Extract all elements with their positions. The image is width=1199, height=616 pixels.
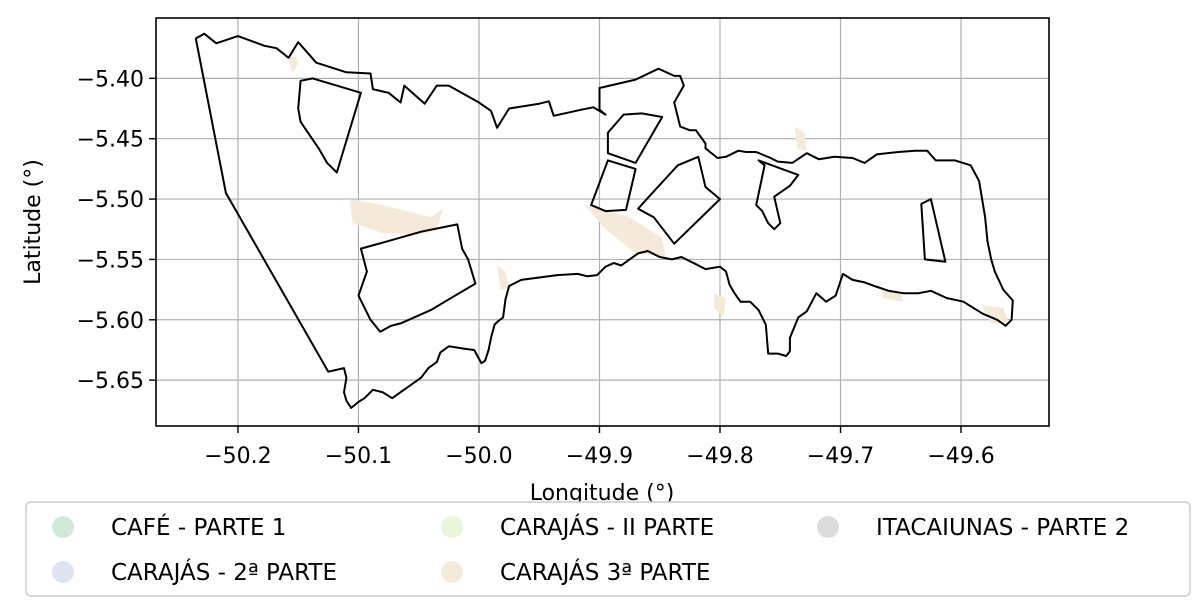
y-tick-label: −5.65 [77,369,144,394]
legend: CAFÉ - PARTE 1 CARAJÁS - 2ª PARTE CARAJÁS … [25,501,1191,597]
y-tick-label: −5.50 [77,188,144,213]
parcel-fill [350,199,443,236]
x-tick-label: −50.2 [204,444,271,469]
x-tick-label: −49.6 [927,444,994,469]
parcel-outline-block-6 [755,159,800,231]
legend-marker [52,516,74,538]
legend-label: CARAJÁS - 2ª PARTE [111,558,337,586]
x-axis-ticks: −50.2 −50.1 −50.0 −49.9 −49.8 −49.7 −49.6 [204,426,995,469]
x-tick-label: −50.1 [325,444,392,469]
legend-label: CARAJÁS - II PARTE [500,513,714,541]
x-tick-label: −49.8 [686,444,753,469]
parcel-outline-block-5 [637,155,721,245]
x-tick-label: −50.0 [445,444,512,469]
parcel-outline-block-2 [357,223,477,333]
parcel-fill [981,305,1010,325]
parcel-outlines [194,32,1014,409]
parcel-outline-block-1 [297,77,362,174]
y-axis-label: Latitude (°) [21,159,46,285]
parcel-outline-block-3 [606,112,664,164]
legend-marker [52,561,74,583]
parcel-outline-block-4 [590,159,637,213]
legend-marker [441,561,463,583]
gridlines [156,18,1049,426]
y-axis-ticks: −5.40 −5.45 −5.50 −5.55 −5.60 −5.65 [77,67,156,394]
legend-label: ITACAIUNAS - PARTE 2 [876,515,1129,541]
parcel-fill [585,205,666,257]
legend-label: CARAJÁS 3ª PARTE [500,558,710,586]
legend-marker [441,516,463,538]
x-tick-label: −49.7 [807,444,874,469]
y-tick-label: −5.40 [77,67,144,92]
parcel-outline-main-boundary [194,32,1014,409]
legend-marker [817,516,839,538]
x-tick-label: −49.9 [566,444,633,469]
parcel-outline-block-7 [920,198,947,263]
parcel-fill [882,289,904,302]
parcel-fill [794,126,807,151]
parcel-fills [288,54,1010,325]
plot-frame [155,17,1050,427]
y-tick-label: −5.55 [77,248,144,273]
legend-frame [25,501,1191,597]
legend-label: CAFÉ - PARTE 1 [111,513,286,541]
parcel-fill [714,293,726,318]
y-tick-label: −5.60 [77,309,144,334]
parcel-fill [497,265,510,290]
y-tick-label: −5.45 [77,128,144,153]
parcel-fill [288,54,299,73]
